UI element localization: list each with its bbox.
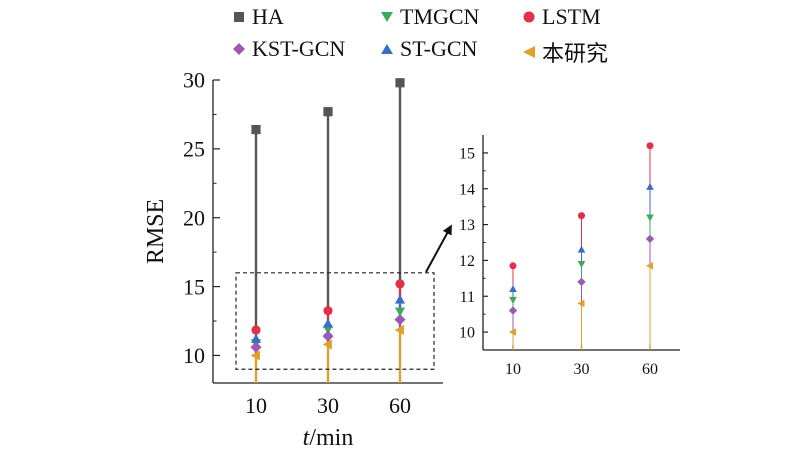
y-axis-label: RMSE [143, 199, 169, 264]
data-point-st-gcn [322, 318, 334, 328]
y-tick-label: 12 [459, 253, 475, 270]
data-point-st-gcn [646, 182, 654, 190]
main-plot: 10 15 20 25 30 10 30 60 RMSE t/min [143, 68, 452, 451]
triangle-left-marker-icon [523, 46, 535, 58]
diamond-marker-icon [233, 43, 245, 55]
y-tick-label: 11 [460, 289, 475, 306]
data-point-kst-gcn [645, 234, 655, 244]
legend-item-st-gcn: ST-GCN [380, 36, 477, 62]
data-point-本研究 [250, 350, 260, 361]
legend-item-kst-gcn: KST-GCN [232, 36, 345, 62]
data-point-kst-gcn [394, 314, 406, 326]
data-point-tmgcn [577, 261, 586, 269]
data-point-lstm [578, 212, 585, 220]
data-point-st-gcn [394, 294, 406, 304]
x-tick-label: 10 [505, 361, 521, 378]
legend-label: TMGCN [400, 4, 480, 29]
data-point-本研究 [577, 299, 585, 308]
x-tick-label: 30 [574, 361, 590, 378]
data-point-ha [323, 107, 333, 117]
legend-item-ours: 本研究 [522, 36, 608, 68]
x-axis-label: t/min [303, 425, 354, 451]
legend-label: 本研究 [542, 41, 609, 66]
zoom-box [235, 272, 435, 370]
data-point-本研究 [394, 324, 404, 336]
triangle-down-marker-icon [381, 12, 393, 22]
y-tick-label: 20 [183, 205, 205, 230]
legend-item-ha: HA [232, 4, 284, 30]
x-tick-label: 10 [245, 393, 267, 418]
square-marker-icon [234, 12, 244, 22]
data-point-kst-gcn [508, 306, 518, 315]
data-point-st-gcn [509, 285, 517, 293]
data-point-st-gcn [250, 333, 262, 343]
data-point-本研究 [645, 261, 653, 270]
y-tick-label: 10 [459, 325, 475, 342]
data-point-lstm [646, 142, 654, 150]
data-point-tmgcn [646, 214, 654, 222]
y-tick-label: 15 [183, 274, 205, 299]
data-point-kst-gcn [577, 277, 586, 287]
y-tick-label: 15 [459, 146, 475, 163]
inset-plot: 10 11 12 13 14 15 10 30 60 [459, 135, 680, 378]
data-point-lstm [251, 325, 261, 335]
y-tick-label: 14 [459, 181, 475, 198]
x-tick-label: 60 [642, 361, 658, 378]
data-point-本研究 [508, 328, 516, 336]
data-point-ha [251, 124, 261, 135]
legend-label: HA [252, 4, 284, 29]
x-tick-label: 30 [317, 393, 339, 418]
y-tick-label: 13 [459, 217, 475, 234]
legend-label: LSTM [542, 4, 601, 29]
legend-item-tmgcn: TMGCN [380, 4, 479, 30]
data-point-kst-gcn [322, 330, 334, 342]
y-tick-label: 10 [183, 343, 205, 368]
legend-label: KST-GCN [252, 36, 346, 61]
y-tick-label: 25 [183, 137, 205, 162]
triangle-up-marker-icon [381, 44, 393, 54]
x-tick-label: 60 [389, 393, 411, 418]
data-point-lstm [509, 262, 517, 270]
data-point-tmgcn [509, 296, 517, 304]
legend-label: ST-GCN [400, 36, 478, 61]
data-point-lstm [395, 279, 405, 289]
data-point-ha [395, 78, 405, 88]
data-point-lstm [323, 306, 333, 316]
y-tick-label: 30 [183, 68, 205, 93]
zoom-arrow [425, 224, 452, 273]
data-point-kst-gcn [250, 341, 262, 353]
circle-marker-icon [523, 11, 535, 23]
legend-item-lstm: LSTM [522, 4, 601, 30]
data-point-st-gcn [577, 245, 586, 253]
data-point-tmgcn [394, 307, 406, 317]
data-point-本研究 [322, 339, 332, 350]
